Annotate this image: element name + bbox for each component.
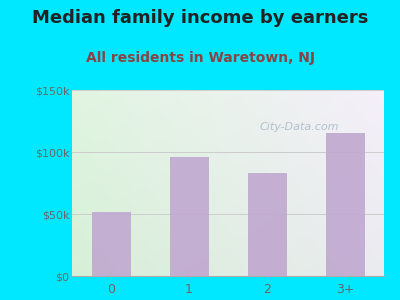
Text: Median family income by earners: Median family income by earners xyxy=(32,9,368,27)
Bar xyxy=(248,173,286,276)
Text: City-Data.com: City-Data.com xyxy=(260,122,340,132)
Bar xyxy=(170,157,208,276)
Text: All residents in Waretown, NJ: All residents in Waretown, NJ xyxy=(86,51,314,65)
Bar xyxy=(326,134,364,276)
Bar xyxy=(92,212,130,276)
